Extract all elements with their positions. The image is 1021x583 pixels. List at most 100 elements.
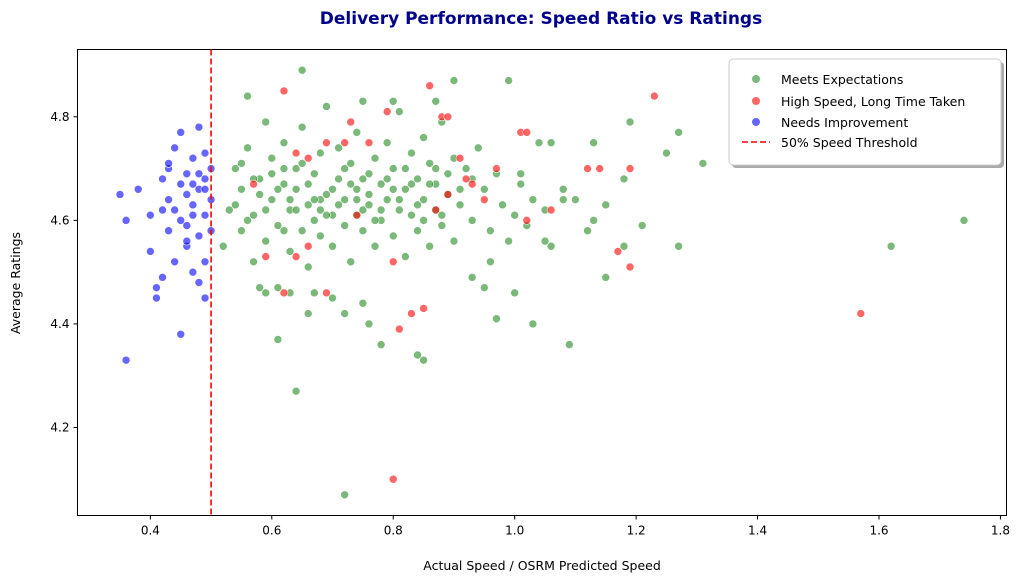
data-point (419, 355, 428, 365)
data-point (583, 226, 592, 236)
data-point (279, 138, 289, 147)
data-point (522, 128, 532, 137)
data-point (352, 185, 362, 194)
x-tick-label: 1.8 (991, 524, 1010, 538)
data-point (188, 179, 198, 189)
data-point (407, 148, 416, 158)
data-point (291, 164, 301, 173)
data-point (158, 205, 167, 215)
data-point (310, 195, 319, 204)
data-point (346, 117, 356, 127)
data-point (267, 169, 277, 179)
data-point (407, 179, 416, 189)
data-point (455, 185, 465, 194)
x-tick-label: 1.0 (505, 524, 524, 538)
data-point (273, 283, 283, 292)
data-point (443, 190, 453, 199)
data-point (395, 107, 404, 116)
y-axis: 4.2 4.4 4.6 4.8 (50, 110, 78, 434)
data-point (382, 174, 392, 184)
data-point (261, 252, 271, 261)
data-point (303, 179, 313, 189)
data-point (303, 241, 313, 251)
data-point (480, 195, 489, 204)
data-point (176, 216, 186, 225)
data-point (492, 164, 501, 173)
data-point (370, 241, 380, 251)
legend: Meets Expectations High Speed, Long Time… (728, 58, 1004, 168)
legend-label-high-speed: High Speed, Long Time Taken (781, 94, 965, 109)
legend-marker-high-speed (752, 97, 760, 105)
data-point (601, 273, 611, 282)
data-point (328, 293, 337, 303)
data-point (419, 304, 428, 313)
data-point (413, 350, 422, 360)
data-point (674, 128, 683, 137)
data-point (388, 474, 398, 484)
data-point (516, 179, 526, 189)
data-point (492, 314, 501, 324)
data-point (200, 185, 210, 194)
data-point (200, 174, 210, 184)
x-tick-label: 1.6 (869, 524, 888, 538)
data-point (243, 216, 252, 225)
data-point (158, 273, 167, 282)
data-point (158, 174, 167, 184)
data-point (358, 298, 368, 308)
data-point (504, 236, 513, 246)
data-point (291, 148, 301, 158)
data-point (261, 288, 271, 298)
x-axis-label: Actual Speed / OSRM Predicted Speed (423, 558, 661, 573)
data-point (619, 174, 629, 184)
data-point (182, 169, 192, 179)
data-point (310, 288, 319, 298)
data-point (249, 179, 258, 189)
data-point (297, 65, 307, 75)
data-point (959, 216, 969, 225)
data-point (589, 216, 598, 225)
data-point (558, 195, 568, 204)
data-point (546, 241, 556, 251)
data-point (249, 257, 258, 267)
data-point (431, 205, 441, 215)
data-point (370, 153, 380, 163)
data-point (431, 164, 441, 173)
data-point (534, 138, 544, 147)
data-point (382, 107, 392, 116)
data-point (601, 200, 611, 210)
data-point (152, 293, 161, 303)
data-point (565, 340, 574, 349)
data-point (413, 226, 422, 236)
data-point (194, 278, 204, 287)
data-point (419, 133, 428, 142)
data-point (637, 221, 647, 230)
data-point (303, 200, 313, 210)
data-point (407, 210, 416, 220)
data-point (455, 153, 465, 163)
data-point (255, 283, 264, 292)
data-point (243, 91, 252, 101)
data-point (322, 210, 331, 220)
data-point (334, 143, 343, 153)
data-point (589, 138, 598, 147)
legend-marker-needs-improvement (752, 118, 760, 126)
data-point (528, 195, 538, 204)
data-point (376, 205, 386, 215)
data-point (388, 257, 398, 267)
data-point (170, 257, 179, 267)
data-point (376, 179, 386, 189)
data-point (625, 117, 635, 127)
data-point (261, 236, 271, 246)
y-tick-label: 4.4 (50, 317, 69, 331)
data-point (273, 335, 283, 344)
data-point (261, 205, 271, 215)
data-point (425, 241, 434, 251)
data-point (291, 252, 301, 261)
data-point (133, 185, 143, 194)
data-point (316, 148, 325, 158)
data-point (364, 190, 374, 199)
data-point (261, 117, 271, 127)
data-point (224, 205, 234, 215)
data-point (346, 257, 356, 267)
